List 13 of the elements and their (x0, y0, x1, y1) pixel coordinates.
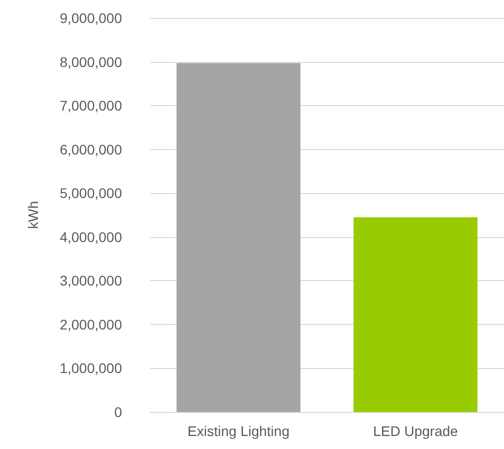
y-axis-title: kWh (25, 201, 41, 229)
x-tick-label: LED Upgrade (373, 423, 458, 439)
y-tick-label: 9,000,000 (60, 10, 122, 26)
y-tick-label: 3,000,000 (60, 272, 122, 289)
y-tick-label: 7,000,000 (60, 98, 122, 114)
y-tick-label: 2,000,000 (60, 316, 122, 332)
x-tick-label: Existing Lighting (188, 423, 290, 439)
y-tick-label: 1,000,000 (60, 360, 122, 376)
y-tick-label: 8,000,000 (60, 54, 122, 70)
y-tick-label: 0 (114, 404, 122, 420)
y-tick-label: 5,000,000 (60, 185, 122, 202)
y-tick-label: 6,000,000 (60, 141, 122, 158)
y-tick-label: 4,000,000 (60, 228, 122, 245)
